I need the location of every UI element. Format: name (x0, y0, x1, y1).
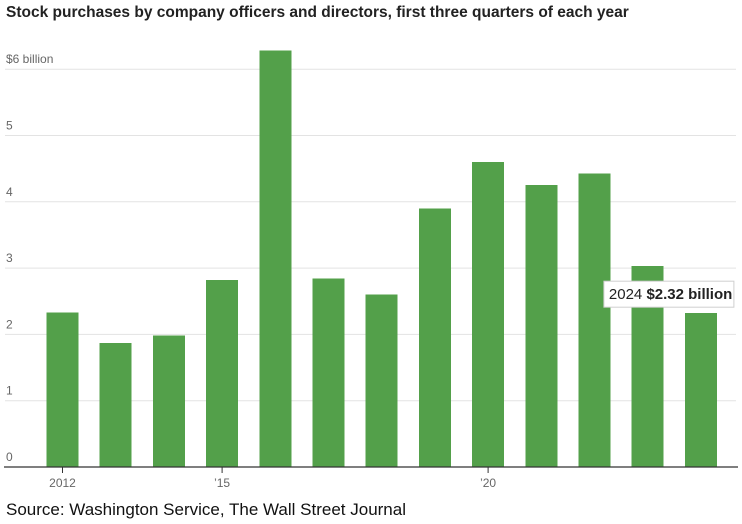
annotation-label: 2024 $2.32 billion (609, 286, 732, 303)
y-tick-label: $6 billion (6, 52, 53, 66)
bar-2016 (259, 50, 292, 468)
bar-2017 (312, 278, 345, 467)
bar-2014 (152, 335, 185, 467)
source-note: Source: Washington Service, The Wall Str… (6, 500, 406, 519)
x-tick-label: ’15 (214, 476, 230, 490)
chart-title: Stock purchases by company officers and … (6, 4, 629, 21)
annotation-value: $2.32 billion (646, 286, 732, 303)
y-tick-label: 4 (6, 185, 13, 199)
bar-2022 (578, 173, 611, 467)
y-tick-label: 5 (6, 119, 13, 133)
bar-chart: 0 1 2 3 4 5 $6 billion 2012 ’15 ’20 2024 $2.32 b… (4, 50, 738, 490)
bar-2012 (46, 312, 79, 467)
annotation: 2024 $2.32 billion (603, 280, 735, 308)
bar-2021 (525, 185, 558, 467)
bar-2013 (99, 343, 132, 467)
y-tick-label: 1 (6, 384, 13, 398)
y-tick-label: 3 (6, 251, 13, 265)
bar-2018 (365, 294, 398, 467)
y-tick-label: 2 (6, 317, 13, 331)
x-tick-label: ’20 (480, 476, 496, 490)
bar-2024 (684, 313, 717, 467)
y-axis-labels: 0 1 2 3 4 5 $6 billion (6, 52, 53, 464)
bar-2019 (418, 208, 451, 467)
x-axis: 2012 ’15 ’20 (4, 466, 738, 490)
bar-2020 (472, 162, 505, 467)
annotation-box (603, 280, 735, 308)
bars (46, 50, 717, 468)
y-tick-label: 0 (6, 450, 13, 464)
x-tick-label: 2012 (49, 476, 76, 490)
annotation-year: 2024 (609, 286, 647, 303)
bar-2015 (206, 280, 239, 467)
